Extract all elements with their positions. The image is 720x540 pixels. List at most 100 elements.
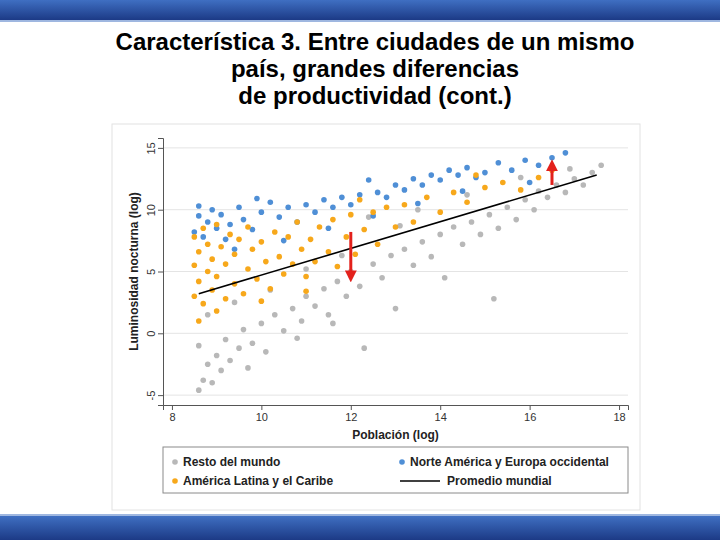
point — [388, 253, 394, 259]
annotation-arrow — [550, 165, 553, 185]
legend-box — [163, 447, 628, 493]
slide-canvas: Característica 3. Entre ciudades de un m… — [0, 0, 720, 540]
point — [527, 180, 533, 186]
point — [437, 209, 443, 215]
point — [464, 165, 470, 171]
point — [464, 199, 470, 205]
point — [500, 180, 506, 186]
grid-line — [163, 271, 628, 272]
y-tick-label: 5 — [145, 269, 157, 275]
point — [455, 172, 461, 178]
point — [205, 312, 211, 318]
point — [276, 254, 282, 260]
point — [223, 237, 229, 243]
point — [191, 293, 197, 299]
point — [317, 224, 323, 230]
point — [268, 199, 274, 205]
legend-swatch — [172, 478, 178, 484]
x-tick-mark — [351, 405, 352, 410]
point — [303, 274, 309, 280]
point — [227, 232, 233, 238]
point — [303, 288, 309, 294]
point — [348, 202, 354, 208]
point — [420, 239, 426, 245]
point — [218, 368, 224, 374]
point — [272, 229, 278, 235]
point — [415, 201, 421, 207]
point — [504, 204, 510, 210]
point — [370, 261, 376, 267]
point — [263, 349, 269, 355]
point — [236, 204, 242, 210]
point — [451, 190, 457, 196]
point — [473, 172, 479, 178]
point — [205, 219, 211, 225]
point — [428, 172, 434, 178]
point — [254, 196, 260, 202]
point — [218, 244, 224, 250]
point — [567, 166, 573, 172]
point — [411, 176, 417, 182]
point — [402, 187, 408, 193]
grid-line — [163, 209, 628, 210]
x-tick-mark — [530, 405, 531, 410]
point — [214, 222, 220, 228]
point — [259, 298, 265, 304]
y-tick-label: 15 — [145, 142, 157, 154]
x-tick-mark — [172, 405, 173, 410]
point — [411, 219, 417, 225]
point — [268, 286, 274, 292]
point — [442, 275, 448, 281]
y-tick: 15 — [145, 142, 163, 154]
point — [513, 217, 519, 223]
point — [299, 318, 305, 324]
point — [281, 238, 287, 244]
y-axis: -5051015 — [145, 139, 164, 406]
x-tick: 16 — [524, 405, 536, 423]
point — [361, 227, 367, 233]
x-axis-line — [164, 406, 629, 411]
point — [303, 293, 309, 299]
point — [250, 340, 256, 346]
point — [308, 237, 314, 243]
point — [563, 190, 569, 196]
point — [209, 380, 215, 386]
point — [464, 192, 470, 198]
point — [223, 337, 229, 343]
point — [250, 246, 256, 252]
point — [294, 219, 300, 225]
point — [191, 234, 197, 240]
point — [536, 175, 542, 181]
title-group: Característica 3. Entre ciudades de un m… — [116, 28, 635, 109]
point — [402, 202, 408, 208]
legend: Resto del mundoNorte América y Europa oc… — [163, 447, 628, 493]
point — [357, 284, 363, 290]
point — [227, 222, 233, 228]
point — [321, 286, 327, 292]
point — [357, 197, 363, 203]
grid-line — [163, 333, 628, 334]
plot-area — [191, 150, 603, 393]
point — [214, 308, 220, 314]
point — [379, 275, 385, 281]
point — [415, 207, 421, 213]
point — [205, 269, 211, 275]
series-points — [196, 162, 604, 393]
point — [259, 239, 265, 245]
point — [276, 214, 282, 220]
point — [200, 225, 206, 231]
point — [312, 209, 318, 215]
x-axis-title: Población (log) — [352, 428, 439, 442]
title: Característica 3. Entre ciudades de un m… — [116, 28, 635, 55]
y-tick-mark — [158, 333, 163, 334]
point — [339, 195, 345, 201]
point — [214, 274, 220, 280]
x-tick-label: 10 — [256, 411, 268, 423]
point — [303, 266, 309, 272]
point — [522, 197, 528, 203]
point — [330, 321, 336, 327]
point — [580, 182, 586, 188]
x-axis: 81012141618 — [164, 405, 629, 423]
x-tick-label: 16 — [524, 411, 536, 423]
point — [303, 202, 309, 208]
